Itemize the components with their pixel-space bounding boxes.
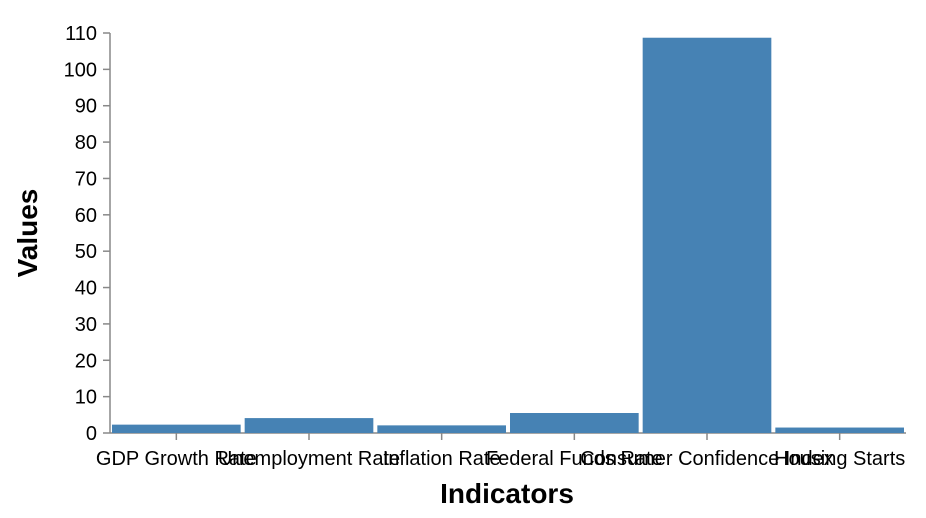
- y-tick-label: 60: [75, 205, 97, 227]
- bar: [642, 37, 772, 434]
- y-tick-label: 50: [75, 241, 97, 263]
- bar: [377, 425, 506, 433]
- y-tick-label: 110: [65, 23, 97, 45]
- x-tick-label: Housing Starts: [774, 448, 905, 470]
- bars: [112, 37, 904, 434]
- x-tick-label: Unemployment Rate: [218, 448, 400, 470]
- y-axis-title: Values: [12, 189, 43, 278]
- bar: [244, 418, 374, 433]
- y-tick-label: 0: [86, 423, 97, 445]
- x-tick-label: Inflation Rate: [383, 448, 501, 470]
- y-tick-label: 90: [75, 96, 97, 118]
- y-tick-label: 70: [75, 168, 97, 190]
- y-axis: 0 10 20 30 40 50 60 70 80 90 100 110: [64, 23, 111, 445]
- bar: [775, 427, 904, 433]
- y-tick-label: 80: [75, 132, 97, 154]
- bar: [510, 413, 639, 433]
- x-tick-label: Consumer Confidence Index: [580, 448, 833, 470]
- x-tick-label: GDP Growth Rate: [96, 448, 257, 470]
- y-tick-label: 10: [75, 387, 97, 409]
- y-tick-label: 100: [64, 59, 97, 81]
- y-tick-label: 30: [75, 314, 97, 336]
- y-tick-label: 20: [75, 350, 97, 372]
- x-tick-label: Federal Funds Rate: [486, 448, 663, 470]
- x-axis-title: Indicators: [440, 478, 574, 509]
- y-tick-label: 40: [75, 278, 97, 300]
- bar: [112, 424, 241, 433]
